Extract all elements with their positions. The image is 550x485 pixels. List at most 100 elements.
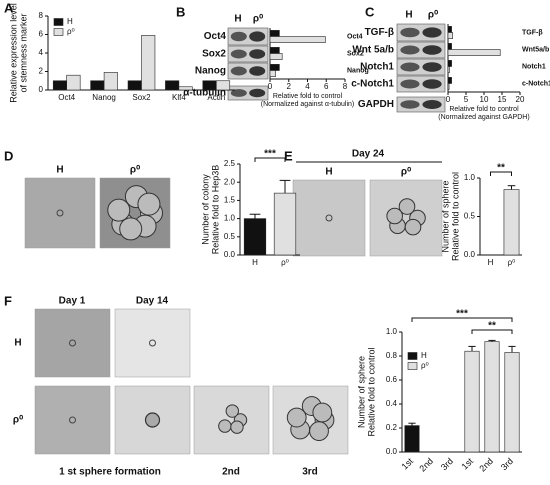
bar xyxy=(273,192,297,256)
significance-bracket xyxy=(411,317,513,322)
y-tick-label: 0.0 xyxy=(464,250,476,259)
x-tick-label: 3rd xyxy=(499,456,515,472)
bar xyxy=(66,74,81,91)
caption: 2nd xyxy=(222,467,240,478)
x-tick-label: 2nd xyxy=(417,456,435,474)
x-tick-label: 1st xyxy=(400,456,416,472)
category-label: Sox2 xyxy=(347,50,364,57)
blot-band xyxy=(422,100,442,109)
significance-label: *** xyxy=(264,149,276,160)
x-tick-label: 3rd xyxy=(439,456,455,472)
panel-letter: B xyxy=(176,4,185,19)
blot-band xyxy=(400,79,420,89)
y-axis-label: Relative expression level xyxy=(8,3,18,103)
x-tick-label: Oct4 xyxy=(58,93,75,102)
bar xyxy=(447,60,452,67)
cell xyxy=(386,207,403,225)
bar xyxy=(447,66,450,73)
y-tick-label: 0.2 xyxy=(386,423,398,432)
y-axis-label: of stemness marker xyxy=(18,13,28,92)
lane-label: H xyxy=(405,10,412,21)
bar xyxy=(447,77,452,84)
category-label: Wnt5a/b xyxy=(522,46,549,53)
blot-band xyxy=(249,49,266,59)
blot-band xyxy=(422,45,442,55)
y-axis-label: Relative fold to control xyxy=(450,172,460,261)
bar xyxy=(504,352,520,453)
image-title: Day 24 xyxy=(352,149,385,160)
y-tick-label: 0.4 xyxy=(386,399,398,408)
category-label: Notch1 xyxy=(522,63,546,70)
x-tick-label: 4 xyxy=(305,82,310,91)
bar xyxy=(447,26,452,33)
significance-bracket xyxy=(471,329,513,334)
x-axis-label: (Normalized against α-tubulin) xyxy=(261,101,355,108)
legend-label: H xyxy=(67,17,73,26)
x-tick-label: 15 xyxy=(498,95,507,104)
bar xyxy=(447,49,501,56)
y-tick-label: 2.0 xyxy=(224,177,236,186)
x-tick-label: H xyxy=(252,258,258,267)
category-label: c-Notch1 xyxy=(522,80,550,87)
legend-swatch xyxy=(407,362,418,370)
lane-label: H xyxy=(234,14,241,25)
y-tick-label: 0.8 xyxy=(386,351,398,360)
blot-band xyxy=(400,27,420,38)
y-tick-label: 0.5 xyxy=(464,212,476,221)
x-tick-label: Sox2 xyxy=(132,93,151,102)
cell xyxy=(312,402,333,423)
micrograph xyxy=(34,308,111,378)
x-tick-label: 0 xyxy=(446,95,451,104)
cell xyxy=(325,214,333,222)
x-tick-label: 10 xyxy=(480,95,489,104)
y-axis-label: Number of sphere xyxy=(356,356,366,428)
error-bar xyxy=(488,339,496,342)
blot-label: Nanog xyxy=(195,66,226,77)
category-label: Nanog xyxy=(347,67,369,74)
image-label: H xyxy=(56,165,63,176)
y-tick-label: 0.5 xyxy=(224,232,236,241)
x-tick-label: 6 xyxy=(324,82,329,91)
caption: 3rd xyxy=(302,467,318,478)
cell xyxy=(404,218,422,236)
y-tick-label: 1.0 xyxy=(386,327,398,336)
y-tick-label: 2 xyxy=(39,67,44,76)
x-tick-label: 0 xyxy=(268,82,273,91)
blot-label: Oct4 xyxy=(204,31,227,42)
x-tick-label: 2nd xyxy=(477,456,495,474)
blot-label: GAPDH xyxy=(358,99,394,110)
bar xyxy=(447,43,452,50)
y-tick-label: 1.0 xyxy=(464,173,476,182)
legend-swatch xyxy=(53,28,64,36)
cell xyxy=(218,419,232,433)
image-label: H xyxy=(325,167,332,178)
panel-letter: D xyxy=(4,148,13,163)
cell xyxy=(286,407,307,428)
bar xyxy=(503,189,520,256)
blot-band xyxy=(230,89,247,97)
bar xyxy=(269,30,280,37)
y-axis-label: Relative fold to Hep3B xyxy=(210,165,220,255)
cell xyxy=(107,198,131,222)
bar xyxy=(243,218,267,256)
bar xyxy=(464,350,480,453)
blot-label: c-Notch1 xyxy=(351,79,394,90)
cell xyxy=(230,420,244,434)
micrograph xyxy=(114,308,191,378)
micrograph xyxy=(369,179,443,257)
error-bar xyxy=(468,345,476,352)
x-tick-label: 8 xyxy=(343,82,348,91)
cell xyxy=(149,339,156,347)
bar xyxy=(202,80,217,91)
bar xyxy=(269,53,283,60)
cell xyxy=(69,416,76,424)
legend-swatch xyxy=(53,18,64,26)
cell xyxy=(137,192,161,216)
blot-band xyxy=(249,88,266,98)
legend-label: ρ⁰ xyxy=(421,361,429,370)
error-bar xyxy=(507,185,516,190)
significance-label: ** xyxy=(497,163,505,174)
bar xyxy=(269,36,326,43)
blot-band xyxy=(422,62,442,72)
blot-band xyxy=(249,66,266,76)
